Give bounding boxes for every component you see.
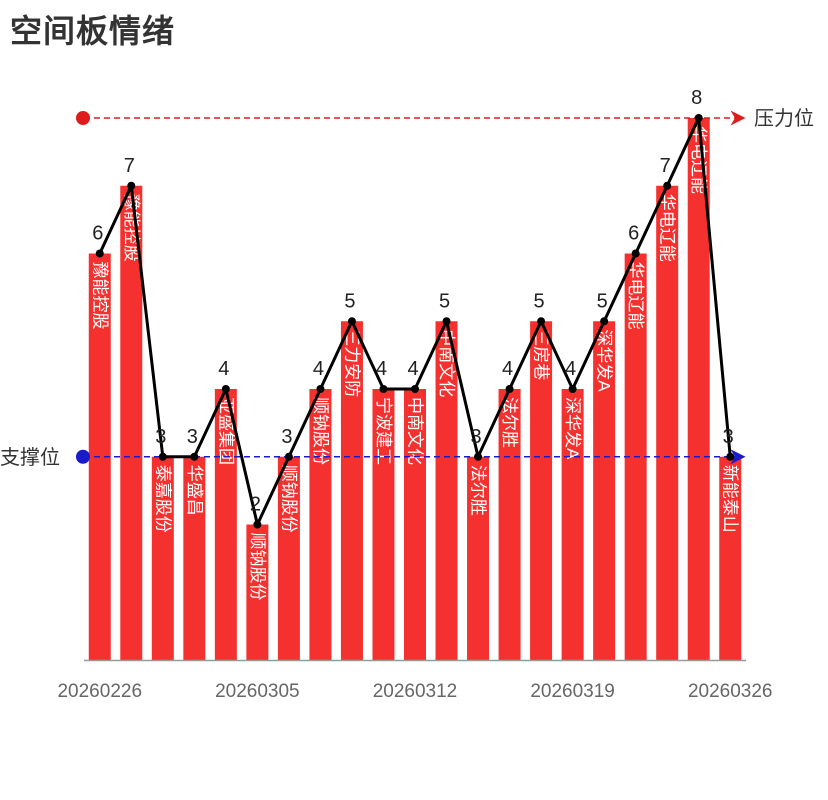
trend-point (347, 317, 356, 326)
reference-label: 支撑位 (0, 446, 60, 469)
bar-label: 中南文化 (437, 329, 456, 397)
x-tick-label: 20260319 (530, 681, 615, 702)
trend-point (158, 452, 167, 461)
bar-label: 三房巷 (532, 329, 551, 380)
bar-label: 深华发A (595, 329, 614, 392)
trend-point (284, 452, 293, 461)
bar (214, 389, 237, 660)
value-label: 4 (407, 358, 418, 380)
value-label: 3 (281, 426, 292, 448)
bar-label: 华盛昌 (185, 465, 204, 516)
bar-label: 三力安防 (342, 329, 361, 397)
bar (120, 185, 143, 660)
bar-label: 法尔胜 (469, 465, 488, 516)
trend-point (600, 317, 609, 326)
trend-point (537, 317, 546, 326)
trend-line-layer (95, 114, 735, 529)
bar (277, 456, 300, 660)
trend-point (726, 452, 735, 461)
bar-label: 亚盛集团 (216, 397, 235, 465)
value-label: 3 (723, 426, 734, 448)
trend-point (568, 385, 577, 393)
trend-point (316, 385, 325, 393)
bar (656, 185, 679, 660)
bar (719, 456, 742, 660)
bar (183, 456, 206, 660)
value-label: 5 (597, 290, 608, 312)
bar-labels-layer: 豫能控股豫能控股泰嘉股份 华盛昌亚盛集团顺钠股份顺钠股份顺钠股份三力安防宁波建工中… (90, 126, 739, 601)
value-label: 4 (218, 358, 229, 380)
bar-label: 泰嘉股份 (153, 465, 172, 533)
chart-title: 空间板情绪 (10, 13, 176, 49)
trend-point (95, 249, 104, 258)
reference-dot (76, 449, 90, 464)
bar (246, 524, 269, 660)
value-label: 8 (691, 87, 702, 109)
bar (435, 321, 458, 660)
trend-point (190, 452, 199, 461)
trend-point (442, 317, 451, 326)
value-label: 6 (628, 223, 639, 245)
value-label: 3 (470, 426, 481, 448)
bar-label: 顺钠股份 (248, 533, 267, 601)
trend-point (663, 181, 672, 190)
trend-point (379, 385, 388, 393)
bar-label: 宁波建工 (374, 397, 393, 465)
x-tick-label: 20260312 (373, 681, 458, 702)
bar (151, 456, 174, 660)
trend-point (127, 181, 136, 190)
x-tick-label: 20260226 (57, 681, 142, 702)
bars-layer (88, 118, 742, 660)
value-label: 2 (250, 494, 261, 516)
bar-label: 豫能控股 (122, 194, 141, 262)
value-label: 5 (534, 290, 545, 312)
trend-point (505, 385, 514, 393)
x-tick-label: 20260305 (215, 681, 300, 702)
bar (687, 118, 710, 660)
value-label: 4 (376, 358, 387, 380)
trend-point (221, 385, 230, 393)
value-label: 7 (124, 155, 135, 177)
trend-point (631, 249, 640, 258)
value-label: 5 (439, 290, 450, 312)
bar (593, 321, 616, 660)
bar-label: 中南文化 (406, 397, 425, 465)
bar (340, 321, 363, 660)
trend-point (411, 385, 419, 393)
value-label: 3 (187, 426, 198, 448)
bar-label: 顺钠股份 (279, 465, 298, 533)
bar-label: 华电辽能 (626, 262, 645, 330)
value-label: 6 (92, 223, 103, 245)
bar (530, 321, 553, 660)
value-label: 4 (313, 358, 324, 380)
trend-point (474, 452, 483, 461)
bar-label: 新能泰山 (721, 465, 740, 533)
bar-label: 顺钠股份 (311, 397, 330, 465)
value-label: 7 (660, 155, 671, 177)
reference-label: 压力位 (754, 107, 814, 130)
x-axis: 20260226 20260305 20260312 20260319 20260326 (57, 659, 773, 702)
value-label: 4 (502, 358, 513, 380)
bar-label: 华电辽能 (658, 194, 677, 262)
trend-point (694, 114, 703, 122)
value-label: 5 (344, 290, 355, 312)
x-tick-label: 20260326 (688, 681, 773, 702)
trend-point (253, 520, 262, 529)
value-label: 4 (565, 358, 576, 380)
bar-label: 豫能控股 (90, 262, 109, 330)
value-label: 3 (155, 426, 166, 448)
bar (467, 456, 490, 660)
bar-label: 深华发A (563, 397, 582, 460)
bar-label: 法尔胜 (500, 397, 519, 448)
reference-dot (76, 111, 90, 125)
